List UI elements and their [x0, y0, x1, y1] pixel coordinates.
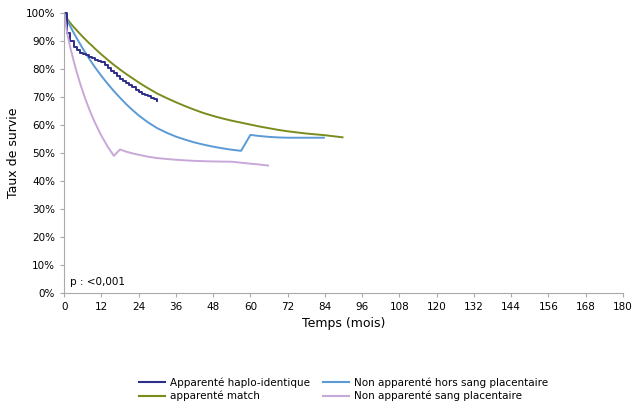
Text: p : <0,001: p : <0,001: [71, 277, 125, 287]
Y-axis label: Taux de survie: Taux de survie: [7, 107, 20, 198]
X-axis label: Temps (mois): Temps (mois): [302, 317, 385, 330]
Legend: Apparenté haplo-identique, apparenté match, Non apparenté hors sang placentaire,: Apparenté haplo-identique, apparenté mat…: [135, 373, 552, 401]
